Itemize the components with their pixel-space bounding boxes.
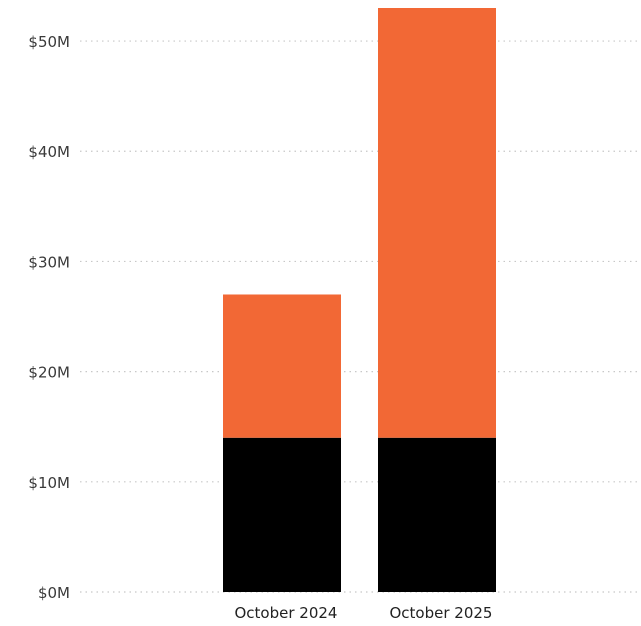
y-axis-tick-labels: $0M $10M $20M $30M $40M $50M [28, 33, 70, 602]
y-tick-label: $50M [28, 33, 70, 51]
y-tick-label: $10M [28, 474, 70, 492]
y-tick-label: $40M [28, 143, 70, 161]
y-tick-label: $20M [28, 364, 70, 382]
y-tick-label: $30M [28, 253, 70, 271]
bar-segment-1-series-1[interactable] [223, 437, 341, 592]
bars [223, 8, 496, 592]
x-category-label: October 2024 [235, 604, 338, 622]
gridlines [80, 40, 641, 593]
bar-segment-2-series-1[interactable] [378, 437, 496, 592]
bar-segment-2-series-2[interactable] [378, 8, 496, 438]
x-category-label: October 2025 [390, 604, 493, 622]
y-tick-label: $0M [38, 584, 70, 602]
x-axis-category-labels: October 2024 October 2025 [235, 604, 493, 622]
bar-segment-1-series-2[interactable] [223, 294, 341, 438]
